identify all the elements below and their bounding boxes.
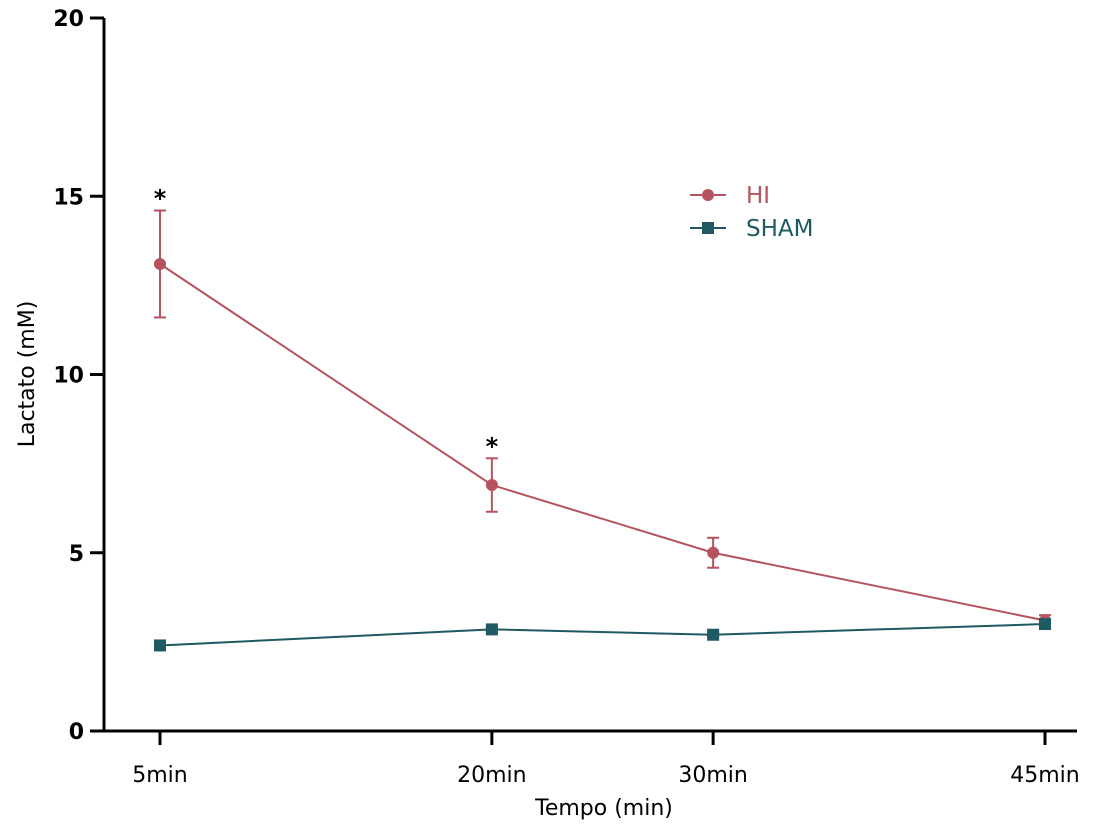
axes [102, 18, 1077, 733]
x-tick-label: 5min [132, 763, 187, 788]
legend-label-hi: HI [746, 183, 770, 209]
legend-item-sham: SHAM [690, 216, 813, 242]
significance-layer: ** [154, 185, 499, 461]
significance-mark: * [486, 432, 499, 460]
legend-label-sham: SHAM [746, 216, 813, 242]
x-tick-label: 20min [457, 763, 526, 788]
sham-point [485, 623, 498, 636]
legend-marker-sham [702, 222, 714, 234]
legend: HI SHAM [690, 183, 813, 242]
x-tick-label: 30min [678, 763, 747, 788]
hi-point [154, 257, 166, 270]
sham-point [1039, 618, 1051, 631]
sham-point [707, 628, 720, 641]
ticks-layer: 0 5 10 15 20 5min 20min 30min 45min [53, 7, 1079, 788]
sham-point [154, 639, 166, 652]
hi-point [485, 479, 498, 492]
y-tick-label: 0 [69, 720, 84, 745]
x-tick-label: 45min [1010, 763, 1079, 788]
significance-mark: * [154, 185, 167, 213]
series-lines-layer [159, 263, 1046, 647]
y-tick-label: 10 [53, 364, 84, 389]
hi-series-line [159, 263, 1046, 622]
y-axis-title: Lactato (mM) [15, 301, 40, 448]
legend-marker-hi [702, 189, 714, 201]
y-tick-label: 20 [53, 7, 84, 32]
x-axis-title: Tempo (min) [534, 796, 673, 821]
y-tick-label: 5 [69, 542, 84, 567]
hi-point [707, 546, 720, 559]
markers-layer [154, 257, 1051, 652]
y-tick-label: 15 [53, 185, 84, 210]
sham-series-line [159, 623, 1046, 647]
legend-item-hi: HI [690, 183, 770, 209]
error-bars-layer [154, 209, 1051, 649]
